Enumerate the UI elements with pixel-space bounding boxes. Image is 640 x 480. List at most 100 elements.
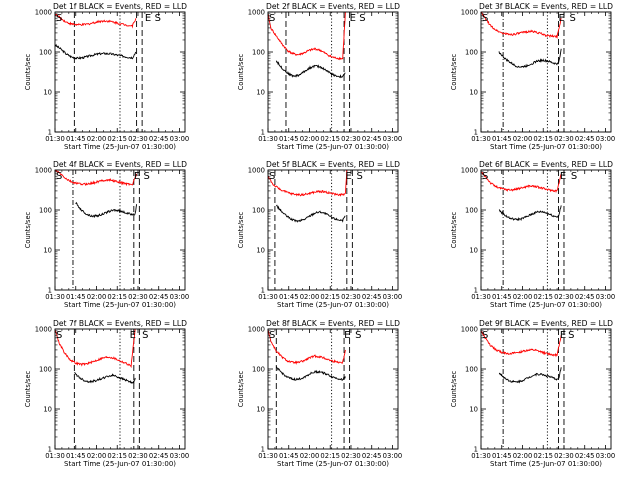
x-tick-label: 02:45 bbox=[575, 293, 595, 301]
y-tick-label: 100 bbox=[465, 365, 478, 373]
x-tick-label: 02:15 bbox=[533, 452, 553, 460]
plot-frame bbox=[54, 169, 186, 291]
chart-panel-4: Det 4f BLACK = Events, RED = LLD 01:30 01:… bbox=[24, 160, 189, 309]
y-tick-label: 100 bbox=[465, 206, 478, 214]
x-tick-label: 03:00 bbox=[383, 135, 403, 143]
x-tick-label: 03:00 bbox=[383, 293, 403, 301]
x-tick-label: 03:00 bbox=[170, 135, 190, 143]
marker-s-right: S bbox=[571, 171, 577, 182]
x-tick-label: 02:00 bbox=[87, 452, 107, 460]
marker-s-left: S bbox=[482, 171, 488, 182]
y-tick-label: 10 bbox=[256, 246, 265, 254]
marker-e: E bbox=[145, 13, 151, 24]
y-tick-label: 100 bbox=[39, 206, 52, 214]
x-tick-label: 01:45 bbox=[492, 293, 512, 301]
plot-frame bbox=[480, 328, 612, 450]
x-tick-label: 02:00 bbox=[300, 135, 320, 143]
chart-title: Det 3f BLACK = Events, RED = LLD bbox=[479, 2, 613, 11]
plot-area bbox=[55, 329, 140, 449]
x-tick-label: 01:45 bbox=[279, 452, 299, 460]
x-tick-label: 01:45 bbox=[492, 135, 512, 143]
x-tick-label: 02:15 bbox=[320, 135, 340, 143]
x-tick-label: 02:15 bbox=[533, 293, 553, 301]
x-axis-label: Start Time (25-Jun-07 01:30:00) bbox=[490, 301, 602, 309]
x-tick-label: 02:00 bbox=[87, 135, 107, 143]
y-tick-label: 1 bbox=[261, 128, 265, 136]
y-tick-label: 100 bbox=[252, 365, 265, 373]
y-tick-label: 1000 bbox=[248, 325, 265, 333]
plot-frame bbox=[267, 11, 399, 133]
chart-panel-7: Det 7f BLACK = Events, RED = LLD 01:30 01:… bbox=[24, 319, 189, 468]
x-tick-label: 02:45 bbox=[362, 135, 382, 143]
y-axis-label: Counts/sec bbox=[450, 53, 458, 90]
series-line-lld bbox=[268, 12, 346, 61]
series-line-events bbox=[74, 372, 136, 385]
marker-s-left: S bbox=[56, 330, 62, 341]
x-axis-label: Start Time (25-Jun-07 01:30:00) bbox=[277, 460, 389, 468]
series-line-events bbox=[75, 201, 138, 219]
x-tick-label: 01:45 bbox=[492, 452, 512, 460]
marker-s-left: S bbox=[56, 13, 62, 24]
marker-e: E bbox=[345, 171, 351, 182]
marker-s-right: S bbox=[568, 330, 574, 341]
x-tick-label: 02:30 bbox=[554, 452, 574, 460]
x-tick-label: 02:30 bbox=[341, 293, 361, 301]
x-tick-label: 03:00 bbox=[170, 293, 190, 301]
marker-s-left: S bbox=[482, 330, 488, 341]
plot-area bbox=[268, 12, 351, 132]
y-tick-label: 10 bbox=[43, 88, 52, 96]
y-tick-label: 1 bbox=[48, 445, 52, 453]
y-tick-label: 1000 bbox=[461, 325, 478, 333]
marker-e: E bbox=[560, 171, 566, 182]
marker-s-left: S bbox=[269, 13, 275, 24]
y-axis-label: Counts/sec bbox=[24, 53, 32, 90]
chart-panel-6: Det 6f BLACK = Events, RED = LLD 01:30 01:… bbox=[450, 160, 615, 309]
x-tick-label: 03:00 bbox=[383, 452, 403, 460]
x-tick-label: 02:45 bbox=[575, 135, 595, 143]
x-tick-label: 03:00 bbox=[170, 452, 190, 460]
chart-title: Det 2f BLACK = Events, RED = LLD bbox=[266, 2, 400, 11]
x-tick-label: 02:00 bbox=[300, 293, 320, 301]
x-tick-label: 02:15 bbox=[107, 135, 127, 143]
marker-s-right: S bbox=[144, 171, 150, 182]
x-tick-label: 01:45 bbox=[279, 135, 299, 143]
marker-e: E bbox=[560, 330, 566, 341]
chart-title: Det 7f BLACK = Events, RED = LLD bbox=[53, 319, 187, 328]
chart-panel-5: Det 5f BLACK = Events, RED = LLD 01:30 01:… bbox=[237, 160, 402, 309]
x-tick-label: 01:45 bbox=[66, 135, 86, 143]
x-tick-label: 02:30 bbox=[341, 452, 361, 460]
marker-s-left: S bbox=[482, 13, 488, 24]
series-line-events bbox=[275, 366, 346, 382]
x-tick-label: 01:45 bbox=[66, 452, 86, 460]
y-tick-label: 100 bbox=[39, 48, 52, 56]
y-tick-label: 1000 bbox=[461, 8, 478, 16]
x-axis-label: Start Time (25-Jun-07 01:30:00) bbox=[277, 143, 389, 151]
chart-title: Det 8f BLACK = Events, RED = LLD bbox=[266, 319, 400, 328]
x-tick-label: 01:30 bbox=[45, 135, 65, 143]
x-tick-label: 02:45 bbox=[575, 452, 595, 460]
x-axis-label: Start Time (25-Jun-07 01:30:00) bbox=[64, 301, 176, 309]
y-tick-label: 10 bbox=[43, 405, 52, 413]
x-tick-label: 02:00 bbox=[87, 293, 107, 301]
x-tick-label: 02:30 bbox=[341, 135, 361, 143]
chart-title: Det 9f BLACK = Events, RED = LLD bbox=[479, 319, 613, 328]
plot-area bbox=[55, 170, 140, 290]
x-tick-label: 01:30 bbox=[258, 452, 278, 460]
plot-frame bbox=[480, 169, 612, 291]
chart-title: Det 6f BLACK = Events, RED = LLD bbox=[479, 160, 613, 169]
y-tick-label: 1 bbox=[261, 445, 265, 453]
x-axis-label: Start Time (25-Jun-07 01:30:00) bbox=[490, 460, 602, 468]
y-tick-label: 1000 bbox=[248, 8, 265, 16]
marker-e: E bbox=[134, 171, 140, 182]
plot-area bbox=[268, 329, 351, 449]
marker-s-right: S bbox=[155, 13, 161, 24]
x-tick-label: 02:00 bbox=[513, 293, 533, 301]
plot-frame bbox=[54, 11, 186, 133]
y-axis-label: Counts/sec bbox=[450, 370, 458, 407]
chart-panel-9: Det 9f BLACK = Events, RED = LLD 01:30 01:… bbox=[450, 319, 615, 468]
plot-area bbox=[481, 329, 565, 449]
y-tick-label: 10 bbox=[469, 88, 478, 96]
marker-s-right: S bbox=[357, 171, 363, 182]
y-tick-label: 1000 bbox=[461, 166, 478, 174]
